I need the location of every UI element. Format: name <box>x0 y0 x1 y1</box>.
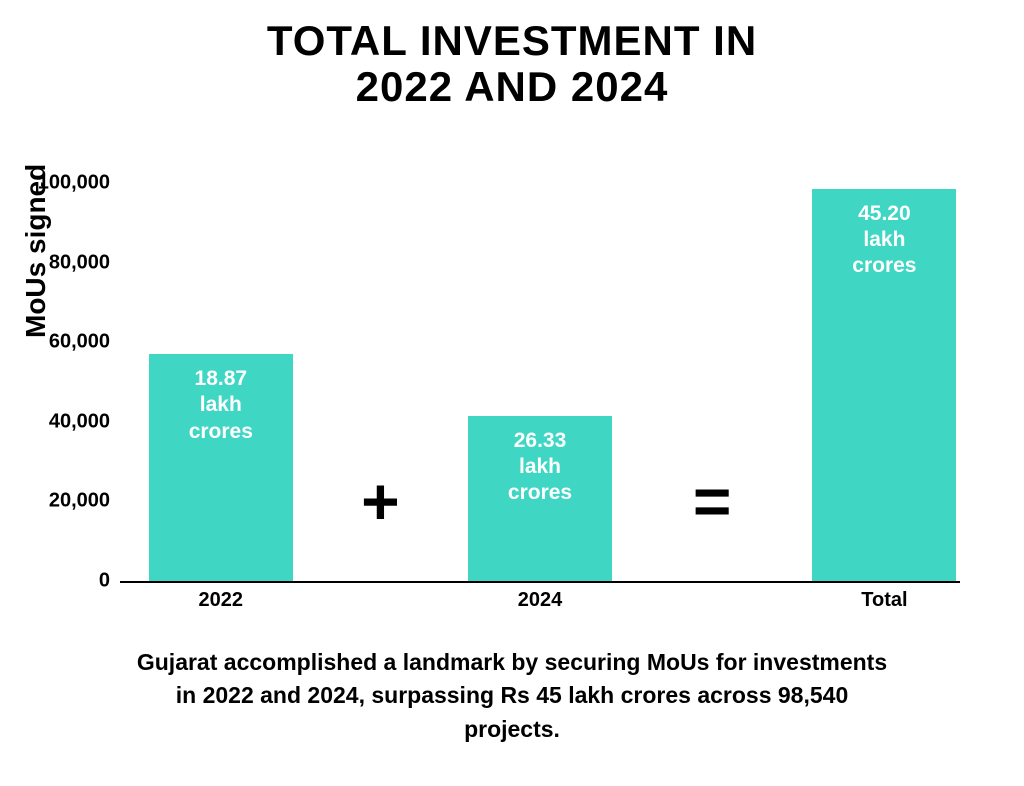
bar: 18.87lakhcrores <box>149 354 293 581</box>
title-line1: TOTAL INVESTMENT IN <box>0 18 1024 64</box>
plot-region: 020,00040,00060,00080,000100,00018.87lak… <box>120 183 960 583</box>
y-tick: 0 <box>99 570 110 593</box>
chart-caption: Gujarat accomplished a landmark by secur… <box>132 646 892 746</box>
chart-title: TOTAL INVESTMENT IN 2022 AND 2024 <box>0 18 1024 110</box>
bar-value-label: 26.33lakhcrores <box>508 428 572 507</box>
x-tick: 2024 <box>518 589 563 612</box>
x-tick: 2022 <box>199 589 244 612</box>
bar: 26.33lakhcrores <box>468 416 612 581</box>
bar-value-label: 18.87lakhcrores <box>189 366 253 445</box>
y-tick: 20,000 <box>49 490 110 513</box>
chart-area: 020,00040,00060,00080,000100,00018.87lak… <box>120 183 960 583</box>
operator-symbol: = <box>693 468 732 534</box>
bar-value-label: 45.20lakhcrores <box>852 201 916 280</box>
title-line2: 2022 AND 2024 <box>0 64 1024 110</box>
bar: 45.20lakhcrores <box>812 189 956 581</box>
operator-symbol: + <box>361 468 400 534</box>
y-tick: 40,000 <box>49 410 110 433</box>
x-tick: Total <box>861 589 907 612</box>
y-tick: 60,000 <box>49 331 110 354</box>
y-tick: 80,000 <box>49 251 110 274</box>
y-tick: 100,000 <box>38 172 110 195</box>
